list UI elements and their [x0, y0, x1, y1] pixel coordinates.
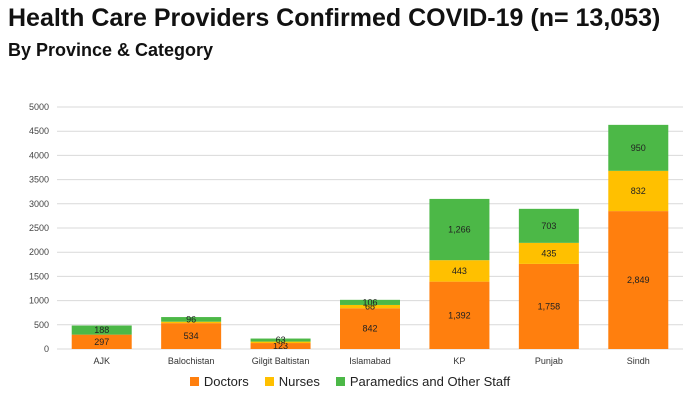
data-label: 842 — [362, 324, 377, 334]
legend-item: Doctors — [189, 374, 249, 389]
y-tick-label: 1500 — [29, 271, 49, 281]
bar-segment-nurses — [161, 321, 222, 324]
chart-title: Health Care Providers Confirmed COVID-19… — [8, 4, 661, 32]
data-label: 703 — [541, 221, 556, 231]
data-label: 123 — [273, 341, 288, 351]
y-tick-label: 1000 — [29, 296, 49, 306]
x-category-label: Gilgit Baltistan — [252, 356, 310, 366]
y-tick-label: 500 — [34, 320, 49, 330]
bar-segment-nurses — [429, 260, 490, 282]
bar-segment-nurses — [250, 341, 311, 344]
data-label: 534 — [184, 331, 199, 341]
data-label: 435 — [541, 248, 556, 258]
bar-segment-paramedics-and-other-staff — [250, 338, 311, 342]
y-tick-label: 4500 — [29, 126, 49, 136]
bar-segment-nurses — [518, 242, 579, 264]
y-tick-label: 2000 — [29, 247, 49, 257]
data-label: 832 — [631, 186, 646, 196]
bar-segment-paramedics-and-other-staff — [429, 198, 490, 261]
bar-segment-doctors — [429, 281, 490, 349]
x-category-label: AJK — [93, 356, 110, 366]
data-label: 106 — [362, 297, 377, 307]
data-label: 63 — [276, 335, 286, 345]
bar-segment-doctors — [608, 211, 669, 349]
data-label: 188 — [94, 325, 109, 335]
legend-item: Nurses — [264, 374, 320, 389]
legend-swatch — [335, 377, 345, 386]
y-tick-label: 4000 — [29, 150, 49, 160]
x-category-label: Punjab — [535, 356, 563, 366]
y-tick-label: 0 — [44, 344, 49, 354]
data-label: 297 — [94, 337, 109, 347]
data-label: 950 — [631, 143, 646, 153]
bar-segment-doctors — [161, 323, 222, 349]
legend-label: Paramedics and Other Staff — [349, 374, 511, 389]
x-category-label: Sindh — [627, 356, 650, 366]
bar-segment-paramedics-and-other-staff — [518, 208, 579, 243]
bar-segment-nurses — [340, 304, 400, 309]
data-label: 1,266 — [448, 225, 471, 235]
data-label: 443 — [452, 266, 467, 276]
bar-segment-doctors — [518, 263, 579, 349]
bar-segment-paramedics-and-other-staff — [71, 325, 132, 335]
legend-swatch — [189, 377, 199, 386]
legend-swatch — [264, 377, 274, 386]
chart-legend: Doctors Nurses Paramedics and Other Staff — [0, 374, 700, 389]
data-label: 2,849 — [627, 275, 650, 285]
y-tick-label: 3000 — [29, 199, 49, 209]
x-category-label: Balochistan — [168, 356, 215, 366]
chart-subtitle: By Province & Category — [8, 40, 214, 60]
bar-segment-paramedics-and-other-staff — [340, 299, 400, 305]
bar-segment-doctors — [71, 334, 132, 349]
data-label: 96 — [186, 314, 196, 324]
bar-segment-paramedics-and-other-staff — [161, 317, 222, 322]
bar-segment-nurses — [608, 170, 669, 212]
x-category-label: KP — [453, 356, 465, 366]
data-label: 1,758 — [538, 301, 561, 311]
data-label: 68 — [365, 302, 375, 312]
legend-label: Doctors — [203, 374, 249, 389]
y-tick-label: 5000 — [29, 102, 49, 112]
data-label: 1,392 — [448, 310, 471, 320]
y-tick-label: 2500 — [29, 223, 49, 233]
bar-segment-paramedics-and-other-staff — [608, 124, 669, 171]
bar-segment-doctors — [340, 308, 400, 349]
y-tick-label: 3500 — [29, 175, 49, 185]
x-category-label: Islamabad — [349, 356, 391, 366]
bar-segment-doctors — [250, 343, 311, 349]
legend-item: Paramedics and Other Staff — [335, 374, 511, 389]
legend-label: Nurses — [278, 374, 320, 389]
